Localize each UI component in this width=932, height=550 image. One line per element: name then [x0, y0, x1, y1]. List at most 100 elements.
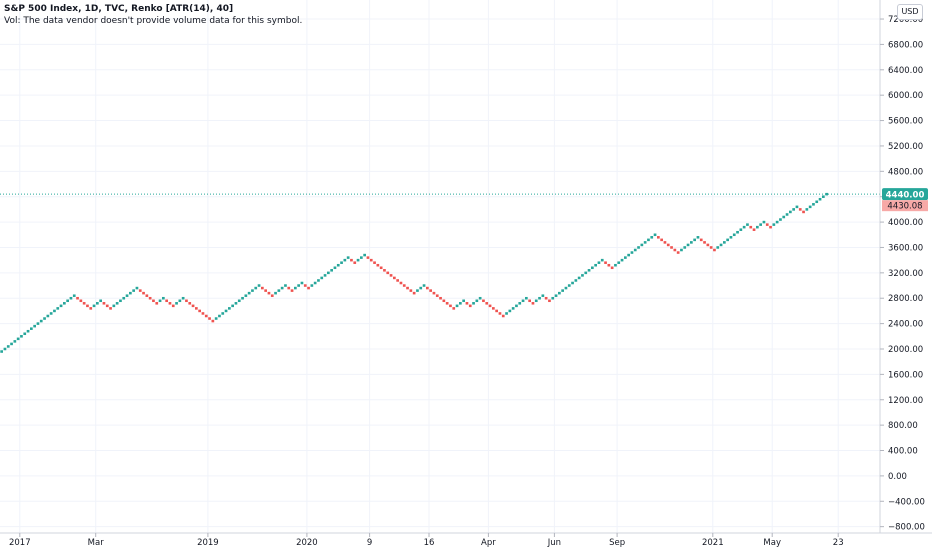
renko-brick	[185, 299, 188, 303]
renko-brick	[726, 238, 729, 242]
renko-brick	[482, 299, 485, 303]
price-tick-label: 0.00	[888, 472, 907, 482]
renko-brick	[287, 286, 291, 290]
chart-title: S&P 500 Index, 1D, TVC, Renko [ATR(14), …	[4, 4, 234, 14]
renko-brick	[544, 296, 548, 300]
renko-brick	[465, 302, 469, 305]
renko-brick	[23, 332, 27, 336]
renko-brick	[99, 299, 102, 303]
renko-brick	[82, 302, 86, 305]
price-tick-label: 3200.00	[888, 269, 923, 279]
renko-brick	[511, 307, 515, 310]
renko-brick	[178, 299, 182, 303]
renko-brick	[119, 299, 122, 303]
renko-brick	[152, 299, 155, 303]
renko-brick	[346, 256, 350, 259]
renko-brick	[657, 236, 660, 239]
renko-brick	[789, 210, 792, 214]
renko-brick	[277, 289, 281, 292]
renko-brick	[112, 304, 116, 308]
renko-brick	[138, 289, 142, 292]
renko-brick	[746, 223, 749, 226]
renko-brick	[637, 246, 640, 249]
renko-brick	[548, 299, 551, 303]
renko-brick	[228, 307, 231, 310]
renko-brick	[198, 309, 201, 313]
renko-brick	[485, 302, 489, 305]
renko-brick	[231, 304, 234, 308]
renko-brick	[79, 299, 83, 303]
renko-brick	[376, 263, 380, 267]
renko-brick	[102, 302, 106, 305]
renko-brick	[86, 304, 89, 308]
renko-brick	[749, 225, 753, 229]
renko-brick	[647, 238, 650, 242]
renko-brick	[155, 302, 159, 305]
renko-brick	[462, 299, 465, 303]
time-tick-label: Mar	[88, 538, 105, 548]
renko-brick	[92, 304, 96, 308]
renko-brick	[165, 299, 168, 303]
renko-brick	[251, 289, 254, 292]
renko-brick	[478, 296, 482, 300]
renko-brick	[617, 261, 621, 264]
renko-brick	[218, 314, 221, 318]
renko-brick	[488, 304, 492, 308]
prev-close-label: 4430.08	[887, 202, 922, 212]
renko-brick	[650, 236, 654, 239]
renko-brick	[353, 261, 357, 264]
volume-note: Vol: The data vendor doesn't provide vol…	[4, 16, 303, 26]
renko-brick	[241, 296, 244, 300]
renko-brick	[33, 324, 36, 328]
renko-brick	[261, 286, 264, 290]
renko-brick	[640, 243, 644, 247]
renko-brick	[105, 304, 109, 308]
renko-brick	[393, 276, 396, 280]
renko-brick	[475, 299, 479, 303]
price-tick-label: 1200.00	[888, 396, 923, 406]
renko-brick	[208, 317, 211, 320]
price-tick-label: 2000.00	[888, 345, 923, 355]
renko-brick	[313, 281, 317, 285]
renko-brick	[795, 205, 799, 209]
price-axis[interactable]: 7200.00 6800.00 6400.00 6000.00 5600.00 5200.…	[880, 15, 925, 533]
renko-brick	[175, 302, 178, 305]
renko-brick	[386, 271, 390, 275]
time-tick-label: 16	[424, 538, 435, 548]
renko-brick	[383, 269, 386, 272]
renko-brick	[627, 253, 630, 257]
renko-brick	[363, 253, 366, 257]
renko-brick	[673, 248, 677, 252]
renko-brick	[300, 281, 304, 285]
renko-brick	[518, 302, 522, 305]
renko-brick	[429, 289, 432, 292]
renko-brick	[723, 241, 726, 244]
time-tick-label: Jun	[547, 538, 561, 548]
time-axis[interactable]: 2017 Mar 2019 2020 9 16 Apr Jun Sep 2021 May 23	[9, 533, 844, 548]
renko-brick	[191, 304, 195, 308]
renko-brick	[310, 284, 314, 287]
renko-brick	[492, 307, 495, 310]
renko-brick	[455, 304, 459, 308]
time-tick-label: 23	[833, 538, 844, 548]
price-tick-label: 800.00	[888, 421, 918, 431]
renko-brick	[30, 327, 33, 330]
price-tick-label: 6800.00	[888, 40, 923, 50]
renko-brick	[709, 246, 713, 249]
renko-brick	[46, 314, 50, 318]
renko-brick	[713, 248, 716, 252]
renko-brick	[501, 314, 505, 318]
time-tick-label: 2020	[296, 538, 318, 548]
renko-brick	[53, 309, 56, 313]
renko-brick	[752, 228, 756, 231]
renko-brick	[614, 263, 617, 267]
renko-brick	[825, 192, 828, 196]
renko-brick	[89, 307, 93, 310]
renko-brick	[66, 299, 69, 303]
renko-brick	[20, 335, 23, 338]
renko-brick	[762, 220, 766, 224]
renko-brick	[716, 246, 720, 249]
currency-button[interactable]: USD	[897, 4, 923, 20]
